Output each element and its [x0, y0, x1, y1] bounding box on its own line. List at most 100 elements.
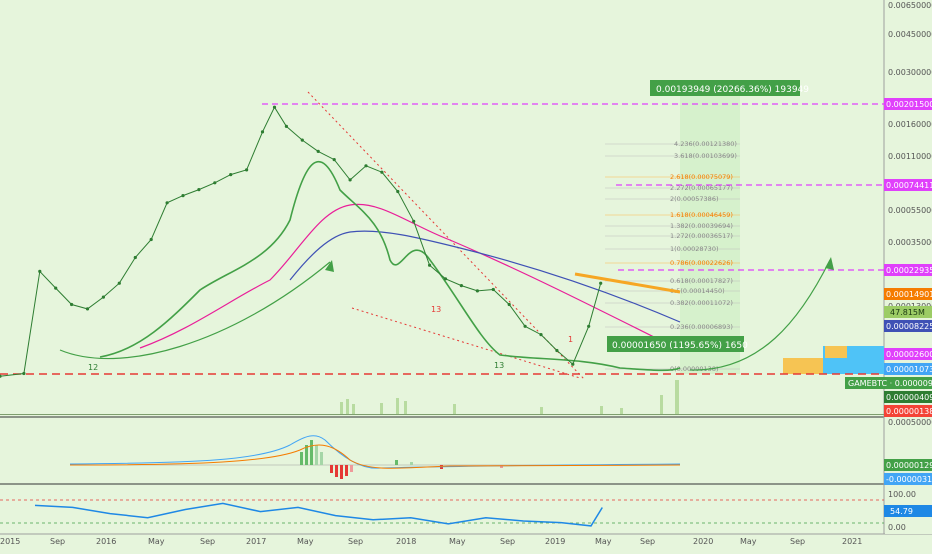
price-point — [364, 164, 368, 168]
price-badge[interactable] — [884, 391, 932, 403]
price-badge[interactable] — [884, 179, 932, 191]
price-point — [245, 168, 249, 172]
measure-callout[interactable] — [650, 80, 800, 96]
price-point — [181, 194, 185, 198]
wave-label: 13 — [494, 361, 504, 370]
price-point — [507, 302, 511, 307]
price-tick: 0.00160000 — [888, 120, 932, 129]
price-badge[interactable] — [884, 363, 932, 375]
price-badge[interactable] — [884, 98, 932, 110]
price-point — [475, 289, 479, 293]
volume-profile-block — [783, 358, 823, 374]
macd-signal-line — [69, 444, 681, 469]
price-pane[interactable] — [0, 0, 884, 415]
time-tick: May — [595, 537, 612, 546]
price-tick: 0.00650000 — [888, 1, 932, 10]
price-badge-text: 0.00014901 — [886, 290, 932, 299]
fib-label: 0(0.00000138) — [670, 365, 719, 373]
fib-label: 1.618(0.00046459) — [670, 211, 733, 219]
price-tick: 0.00055000 — [888, 206, 932, 215]
price-point — [260, 130, 265, 134]
time-tick: May — [297, 537, 314, 546]
price-badge[interactable] — [884, 320, 932, 332]
rsi-pane[interactable] — [0, 486, 884, 532]
price-point — [539, 333, 543, 337]
time-tick: May — [740, 537, 757, 546]
measure-callout-text: 0.00001650 (1195.65%) 1650 — [612, 341, 748, 351]
macd-badge[interactable] — [884, 473, 932, 485]
time-tick: 2016 — [96, 537, 116, 546]
time-tick: Sep — [640, 537, 655, 546]
time-tick: 2020 — [693, 537, 713, 546]
price-badge-text: 0.00000409 — [886, 393, 932, 402]
measure-callout-text: 0.00193949 (20266.36%) 193949 — [656, 85, 809, 95]
ema-magenta — [139, 203, 681, 351]
price-tick: 0.00035000 — [888, 238, 932, 247]
time-tick: Sep — [200, 537, 215, 546]
fib-label: 1.272(0.00036517) — [670, 232, 733, 240]
time-tick: Sep — [50, 537, 65, 546]
price-point — [70, 302, 74, 307]
price-point — [0, 374, 2, 378]
rsi-tick: 100.00 — [888, 490, 916, 499]
time-tick: 2017 — [246, 537, 266, 546]
price-point — [443, 277, 448, 281]
price-point — [571, 362, 575, 366]
price-tick: 0.00110000 — [888, 152, 932, 161]
macd-badge[interactable] — [884, 459, 932, 471]
price-badge[interactable] — [884, 405, 932, 417]
time-tick: Sep — [790, 537, 805, 546]
fib-label: 0.382(0.00011072) — [670, 299, 733, 307]
macd-histogram — [300, 440, 503, 479]
price-point — [316, 149, 320, 153]
wave-label: 1 — [568, 335, 573, 344]
ema-blue — [289, 230, 681, 323]
price-point — [523, 324, 527, 328]
macd-pane[interactable] — [0, 419, 884, 482]
price-points — [0, 105, 603, 378]
curved-arrow — [59, 261, 331, 360]
time-tick: Sep — [348, 537, 363, 546]
price-point — [332, 158, 336, 162]
price-badge-text: 47.815M — [890, 308, 925, 317]
price-badge-text: 0.00201500 — [886, 100, 932, 109]
price-badge[interactable] — [884, 288, 932, 300]
time-tick: 2019 — [545, 537, 565, 546]
price-point — [300, 138, 304, 142]
time-tick: 2018 — [396, 537, 416, 546]
time-tick: Sep — [500, 537, 515, 546]
wave-label: 13 — [431, 305, 441, 314]
price-point — [428, 263, 432, 267]
price-badge-text: 0.00074411 — [886, 181, 932, 190]
rsi-badge[interactable] — [884, 505, 932, 517]
price-point — [165, 201, 169, 205]
orange-trendline[interactable] — [574, 272, 681, 294]
price-point — [380, 170, 384, 174]
fib-label: 3.618(0.00103699) — [674, 152, 737, 160]
measure-callout[interactable] — [607, 336, 744, 352]
price-point — [197, 188, 201, 192]
price-badge-text: 0.00001073 — [886, 365, 932, 374]
price-point — [599, 281, 603, 285]
price-badge[interactable] — [884, 348, 932, 360]
fib-label: 2.618(0.00075079) — [670, 173, 733, 181]
price-point — [101, 295, 105, 299]
price-badge[interactable] — [884, 264, 932, 276]
price-point — [272, 105, 277, 109]
price-badge-text: 0.00022935 — [886, 266, 932, 275]
time-tick: 2021 — [842, 537, 862, 546]
price-point — [213, 181, 217, 185]
price-badge[interactable] — [884, 306, 932, 318]
fib-label: 0.5(0.00014450) — [670, 287, 725, 295]
fib-label: 1(0.00028730) — [670, 245, 719, 253]
fib-label: 0.786(0.00022626) — [670, 259, 733, 267]
price-tick: 0.00450000 — [888, 30, 932, 39]
trendline-resistance[interactable] — [307, 91, 586, 381]
price-point — [133, 255, 137, 260]
price-badge[interactable] — [845, 377, 932, 389]
price-point — [587, 324, 591, 328]
price-point — [412, 219, 416, 223]
volume-profile-block — [825, 346, 847, 358]
